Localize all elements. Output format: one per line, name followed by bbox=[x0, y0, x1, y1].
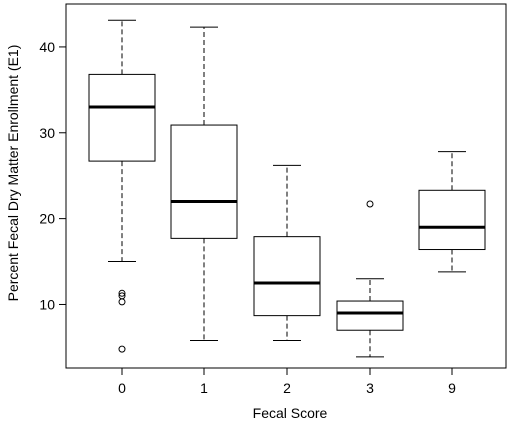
x-tick-label: 1 bbox=[200, 380, 208, 396]
x-tick-label: 9 bbox=[448, 380, 456, 396]
outlier-point bbox=[118, 289, 126, 297]
outlier-point bbox=[118, 298, 126, 306]
y-axis-label: Percent Fecal Dry Matter Enrollment (E1) bbox=[5, 45, 21, 302]
marks-group bbox=[88, 19, 486, 358]
iqr-box bbox=[418, 189, 486, 251]
box-group bbox=[418, 151, 486, 273]
axes-group: 10 20 30 40 0 1 2 3 9 bbox=[39, 3, 507, 396]
iqr-box bbox=[336, 300, 404, 331]
outlier-point bbox=[366, 200, 374, 208]
outlier-point bbox=[118, 345, 126, 353]
y-tick-label: 40 bbox=[39, 39, 55, 55]
y-tick-label: 20 bbox=[39, 211, 55, 227]
x-tick-label: 3 bbox=[366, 380, 374, 396]
iqr-box bbox=[253, 236, 321, 317]
x-tick-label: 0 bbox=[118, 380, 126, 396]
box-group bbox=[253, 164, 321, 342]
box-group bbox=[170, 26, 238, 342]
y-tick-label: 30 bbox=[39, 125, 55, 141]
iqr-box bbox=[170, 124, 238, 239]
y-tick-label: 10 bbox=[39, 296, 55, 312]
iqr-box bbox=[88, 73, 156, 162]
box-group bbox=[88, 19, 156, 353]
x-tick-label: 2 bbox=[283, 380, 291, 396]
x-axis-label: Fecal Score bbox=[253, 405, 328, 421]
box-group bbox=[336, 200, 404, 358]
plot-frame bbox=[65, 3, 507, 369]
